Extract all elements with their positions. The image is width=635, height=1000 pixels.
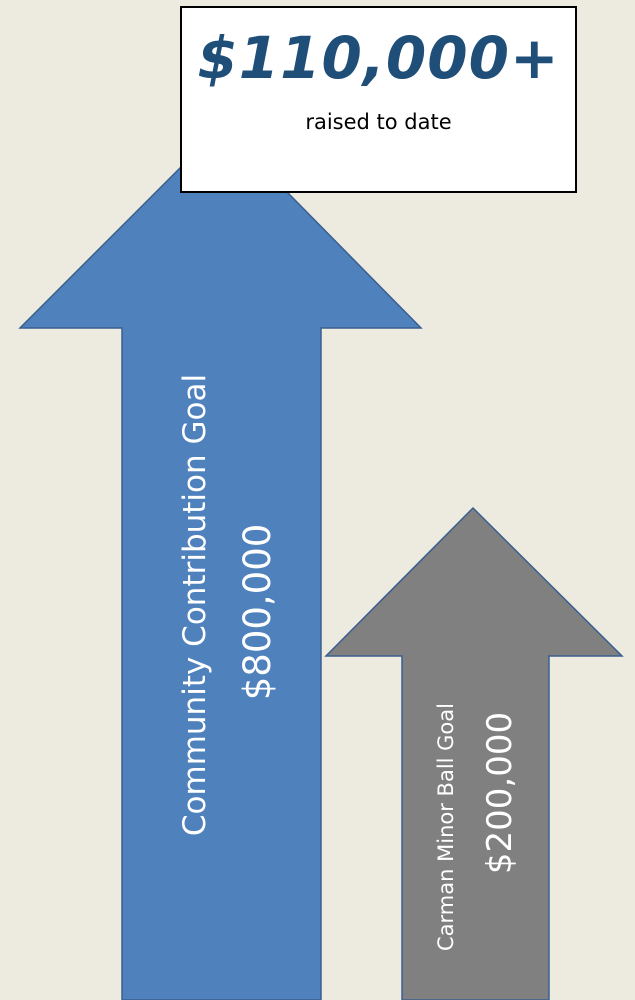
ball-goal-arrow [324, 506, 624, 1000]
community-goal-label: Community Contribution Goal [177, 374, 213, 836]
raised-callout-box: $110,000+ raised to date [180, 6, 577, 193]
community-goal-amount: $800,000 [236, 524, 279, 701]
ball-goal-label: Carman Minor Ball Goal [434, 703, 458, 951]
raised-caption: raised to date [305, 110, 452, 134]
raised-amount: $110,000+ [197, 24, 560, 92]
community-goal-arrow [18, 124, 423, 1000]
ball-goal-amount: $200,000 [480, 712, 520, 874]
